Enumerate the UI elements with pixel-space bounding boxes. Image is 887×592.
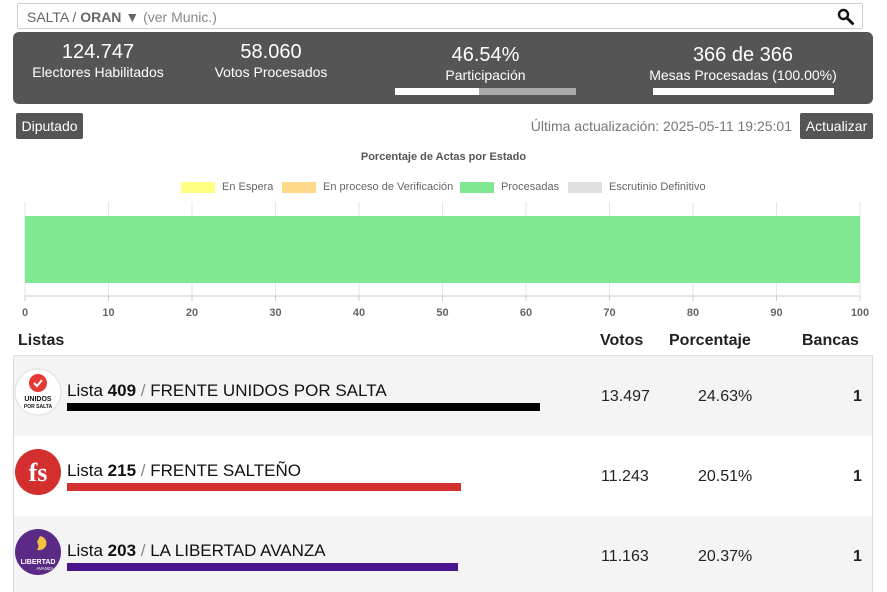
list-party-name: FRENTE UNIDOS POR SALTA [150, 381, 387, 400]
percent-cell: 20.51% [698, 468, 753, 485]
mesas-progress-fill [653, 88, 834, 95]
participacion-stat: 46.54% Participación [395, 44, 576, 84]
header-porcentaje: Porcentaje [669, 332, 751, 349]
list-number: 409 [107, 381, 137, 400]
seats-cell: 1 [853, 468, 862, 485]
search-icon[interactable] [837, 8, 855, 26]
list-prefix: Lista [67, 381, 103, 400]
x-tick-label: 20 [186, 307, 198, 319]
list-number: 215 [107, 461, 137, 480]
seats-cell: 1 [853, 388, 862, 405]
mesas-value: 366 de 366 [692, 44, 794, 66]
bar-procesadas [25, 216, 860, 283]
legend-swatch [460, 182, 494, 193]
votos-label: Votos Procesados [214, 64, 328, 80]
list-name: Lista 203 / LA LIBERTAD AVANZA [67, 541, 326, 561]
legend-swatch [568, 182, 602, 193]
x-tick-label: 50 [436, 307, 448, 319]
logo-text: UNIDOS [24, 396, 52, 403]
list-prefix: Lista [67, 461, 103, 480]
mesas-progress-bar [653, 88, 834, 95]
x-tick-label: 70 [603, 307, 615, 319]
electores-label: Electores Habilitados [32, 64, 164, 80]
logo-text: POR SALTA [24, 404, 53, 410]
mesas-label: Mesas Procesadas (100.00%) [649, 67, 837, 83]
votes-cell: 11.243 [601, 468, 649, 485]
participacion-progress-fill [395, 88, 480, 95]
list-name: Lista 409 / FRENTE UNIDOS POR SALTA [67, 381, 387, 401]
department-label: ORAN [80, 9, 122, 25]
votos-value: 58.060 [240, 41, 302, 63]
list-party-name: FRENTE SALTEÑO [150, 461, 302, 480]
results-table-header: Listas Votos Porcentaje Bancas [0, 332, 887, 354]
percent-cell: 20.37% [698, 548, 753, 565]
participacion-progress-bar [395, 88, 576, 95]
list-separator: / [136, 381, 151, 400]
mesas-stat: 366 de 366 Mesas Procesadas (100.00%) [643, 44, 843, 84]
electores-value: 124.747 [61, 41, 135, 63]
list-separator: / [136, 461, 151, 480]
header-listas: Listas [18, 332, 65, 349]
results-table: UNIDOS POR SALTA Lista 409 / FRENTE UNID… [13, 355, 873, 592]
participacion-label: Participación [445, 67, 526, 83]
seats-cell: 1 [853, 548, 862, 565]
breadcrumb-separator: / [68, 9, 81, 25]
lla-logo-icon: LIBERTAD AVANZA [15, 529, 61, 575]
summary-panel: 124.747 Electores Habilitados 58.060 Vot… [13, 32, 873, 104]
votes-cell: 13.497 [601, 388, 650, 405]
dropdown-arrow-icon[interactable]: ▼ [125, 9, 140, 25]
header-bancas: Bancas [802, 332, 859, 349]
municipality-link[interactable]: (ver Munic.) [143, 9, 217, 25]
x-tick-label: 10 [102, 307, 114, 319]
last-updated-text: Última actualización: 2025-05-11 19:25:0… [530, 118, 792, 134]
votos-stat: 58.060 Votos Procesados [207, 41, 335, 81]
votes-cell: 11.163 [601, 548, 649, 565]
x-tick-label: 30 [269, 307, 281, 319]
category-button[interactable]: Diputado [16, 113, 83, 139]
list-separator: / [136, 541, 151, 560]
legend-label: Escrutinio Definitivo [609, 181, 706, 193]
legend-swatch [282, 182, 316, 193]
location-breadcrumb[interactable]: SALTA / ORAN ▼ (ver Munic.) [27, 9, 217, 25]
x-tick-label: 80 [687, 307, 699, 319]
legend-label: En Espera [222, 181, 274, 193]
header-votos: Votos [600, 332, 644, 349]
refresh-button[interactable]: Actualizar [800, 113, 873, 139]
vote-share-bar [67, 403, 540, 411]
x-tick-label: 40 [353, 307, 365, 319]
table-row[interactable]: UNIDOS POR SALTA Lista 409 / FRENTE UNID… [14, 356, 872, 436]
list-party-name: LA LIBERTAD AVANZA [150, 541, 326, 560]
legend-label: En proceso de Verificación [323, 181, 454, 193]
participacion-value: 46.54% [451, 44, 520, 66]
legend-label: Procesadas [501, 181, 560, 193]
x-tick-label: 100 [851, 307, 869, 319]
fs-logo-icon: fs [15, 449, 61, 495]
logo-text: fs [29, 458, 48, 487]
province-label: SALTA [27, 9, 69, 25]
list-name: Lista 215 / FRENTE SALTEÑO [67, 461, 301, 481]
x-tick-label: 90 [770, 307, 782, 319]
vote-share-bar [67, 483, 461, 491]
logo-text: AVANZA [36, 566, 53, 571]
list-number: 203 [107, 541, 137, 560]
x-tick-label: 60 [520, 307, 532, 319]
location-search[interactable]: SALTA / ORAN ▼ (ver Munic.) [17, 3, 863, 29]
chart-title: Porcentaje de Actas por Estado [360, 151, 527, 163]
table-row[interactable]: LIBERTAD AVANZA Lista 203 / LA LIBERTAD … [14, 516, 872, 592]
percent-cell: 24.63% [698, 388, 753, 405]
list-prefix: Lista [67, 541, 103, 560]
electores-stat: 124.747 Electores Habilitados [29, 41, 167, 81]
table-row[interactable]: fs Lista 215 / FRENTE SALTEÑO 11.243 20.… [14, 436, 872, 516]
vote-share-bar [67, 563, 458, 571]
legend-swatch [181, 182, 215, 193]
x-tick-label: 0 [22, 307, 28, 319]
unidos-logo-icon: UNIDOS POR SALTA [14, 368, 62, 416]
actas-status-chart: 0 10 20 30 40 50 60 70 80 90 100 [22, 202, 869, 319]
logo-text: LIBERTAD [21, 559, 56, 566]
